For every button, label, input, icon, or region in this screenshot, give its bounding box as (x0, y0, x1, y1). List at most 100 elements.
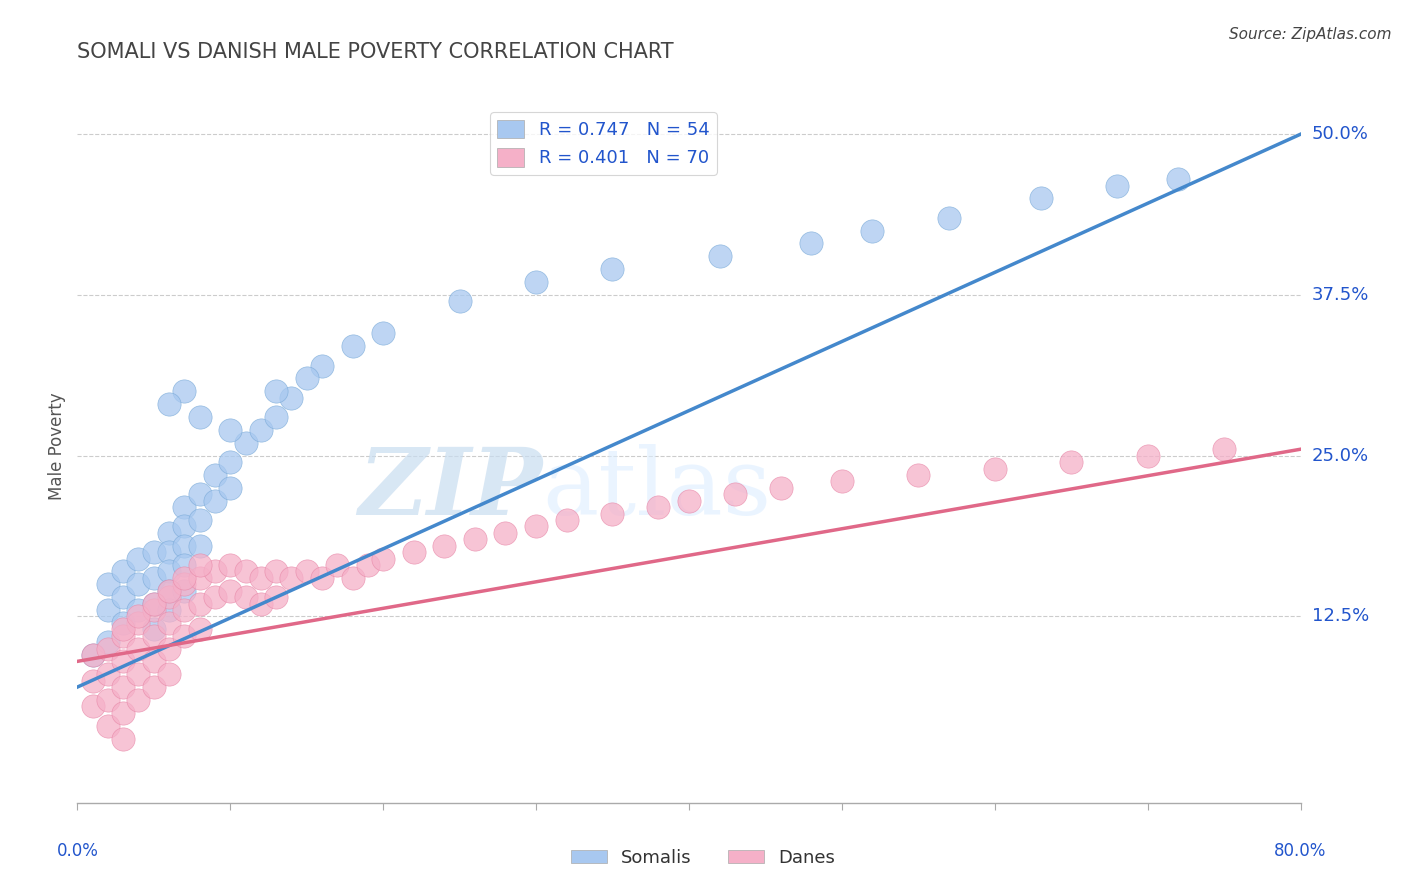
Point (555, 513, 578, 527)
Point (250, 597, 273, 611)
Point (173, 519, 195, 533)
Point (173, 558, 195, 572)
Point (157, 565, 180, 579)
Point (235, 435, 257, 450)
Point (142, 603, 165, 617)
Point (602, 262, 624, 277)
Text: 0.0%: 0.0% (56, 842, 98, 860)
Point (157, 667, 180, 681)
Y-axis label: Male Poverty: Male Poverty (48, 392, 66, 500)
Point (142, 545, 165, 559)
Point (142, 654, 165, 668)
Point (1167, 172, 1189, 186)
Point (157, 545, 180, 559)
Point (188, 539, 211, 553)
Text: 37.5%: 37.5% (1312, 286, 1369, 304)
Point (157, 603, 180, 617)
Point (264, 590, 287, 604)
Point (1213, 442, 1236, 457)
Point (188, 487, 211, 501)
Point (357, 558, 380, 572)
Point (97, 719, 120, 733)
Point (157, 583, 180, 598)
Point (769, 481, 792, 495)
Point (157, 583, 180, 598)
Point (678, 493, 700, 508)
Point (127, 615, 149, 630)
Point (295, 565, 318, 579)
Point (1107, 178, 1129, 193)
Text: 50.0%: 50.0% (1312, 125, 1368, 144)
Point (295, 371, 318, 385)
Point (97, 577, 120, 591)
Point (112, 680, 135, 694)
Point (188, 622, 211, 636)
Point (157, 397, 180, 411)
Point (127, 641, 149, 656)
Point (112, 565, 135, 579)
Point (709, 249, 731, 263)
Point (112, 629, 135, 643)
Point (219, 423, 242, 437)
Point (602, 507, 624, 521)
Point (142, 629, 165, 643)
Point (831, 475, 853, 489)
Point (157, 590, 180, 604)
Point (204, 467, 226, 482)
Point (984, 461, 1007, 475)
Point (524, 275, 547, 289)
Point (173, 603, 195, 617)
Point (127, 609, 149, 624)
Point (97, 603, 120, 617)
Point (173, 384, 195, 399)
Point (235, 590, 257, 604)
Point (402, 545, 425, 559)
Point (173, 500, 195, 514)
Point (342, 571, 364, 585)
Point (112, 731, 135, 746)
Point (188, 410, 211, 425)
Point (371, 326, 394, 341)
Point (142, 622, 165, 636)
Point (800, 236, 823, 251)
Point (112, 654, 135, 668)
Point (188, 513, 211, 527)
Point (173, 571, 195, 585)
Point (264, 384, 287, 399)
Text: SOMALI VS DANISH MALE POVERTY CORRELATION CHART: SOMALI VS DANISH MALE POVERTY CORRELATIO… (77, 43, 673, 62)
Point (464, 533, 486, 547)
Point (724, 487, 747, 501)
Text: Source: ZipAtlas.com: Source: ZipAtlas.com (1229, 27, 1392, 42)
Point (219, 558, 242, 572)
Point (112, 706, 135, 720)
Point (127, 577, 149, 591)
Point (219, 455, 242, 469)
Point (204, 493, 226, 508)
Point (188, 558, 211, 572)
Point (127, 551, 149, 566)
Point (142, 680, 165, 694)
Point (449, 294, 471, 309)
Point (82, 673, 104, 688)
Point (647, 500, 669, 514)
Point (371, 551, 394, 566)
Point (97, 667, 120, 681)
Point (142, 571, 165, 585)
Text: 80.0%: 80.0% (1274, 842, 1327, 860)
Point (326, 558, 349, 572)
Point (280, 571, 302, 585)
Point (157, 525, 180, 540)
Text: atlas: atlas (543, 444, 772, 533)
Point (250, 571, 273, 585)
Point (524, 519, 547, 533)
Point (280, 391, 302, 405)
Point (264, 565, 287, 579)
Point (1136, 449, 1159, 463)
Point (235, 565, 257, 579)
Point (264, 410, 287, 425)
Text: 25.0%: 25.0% (1312, 447, 1369, 465)
Point (1060, 455, 1083, 469)
Point (495, 525, 517, 540)
Point (188, 597, 211, 611)
Point (82, 648, 104, 662)
